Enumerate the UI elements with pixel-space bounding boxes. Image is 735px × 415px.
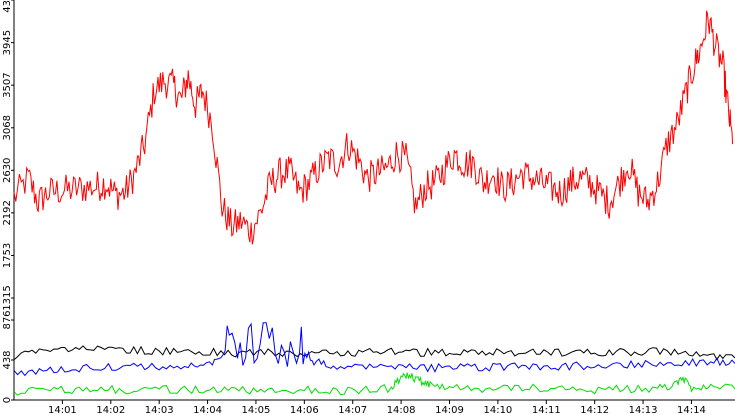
x-tick-label: 14:03 — [145, 405, 174, 415]
series-layer — [13, 10, 735, 396]
series-line-bottom-0 — [13, 345, 735, 361]
x-tick-label: 14:02 — [96, 405, 125, 415]
y-tick-label: 3507 — [2, 72, 13, 97]
y-tick-label: 2630 — [2, 158, 13, 183]
chart-axes — [11, 0, 735, 404]
x-tick-label: 14:06 — [290, 405, 319, 415]
series-line-top-0 — [13, 10, 734, 245]
x-tick-label: 14:08 — [387, 405, 416, 415]
x-tick-label: 14:07 — [338, 405, 367, 415]
x-tick-label: 14:11 — [532, 405, 561, 415]
y-tick-label: 1753 — [2, 243, 13, 268]
y-tick-label: 1315 — [2, 285, 13, 310]
x-tick-label: 14:14 — [677, 405, 706, 415]
y-tick-label: 4384 — [2, 0, 13, 13]
x-tick-label: 14:05 — [242, 405, 271, 415]
y-tick-label: 2192 — [2, 200, 13, 225]
x-tick-label: 14:12 — [580, 405, 609, 415]
x-tick-label: 14:04 — [193, 405, 222, 415]
x-tick-label: 14:10 — [483, 405, 512, 415]
y-tick-label: 3068 — [2, 115, 13, 140]
series-line-bottom-2 — [13, 372, 735, 396]
y-tick-label: 876 — [2, 310, 13, 329]
chart-labels: 1315 1753 2192 2630 3068 3507 3945 4384 0 438 876 1… — [2, 0, 706, 415]
x-tick-label: 14:01 — [48, 405, 77, 415]
y-tick-label: 438 — [2, 350, 13, 369]
y-tick-label: 3945 — [2, 30, 13, 55]
x-tick-label: 14:09 — [435, 405, 464, 415]
y-tick-label: 0 — [2, 397, 13, 403]
series-line-bottom-1 — [13, 322, 735, 377]
x-tick-label: 14:13 — [629, 405, 658, 415]
